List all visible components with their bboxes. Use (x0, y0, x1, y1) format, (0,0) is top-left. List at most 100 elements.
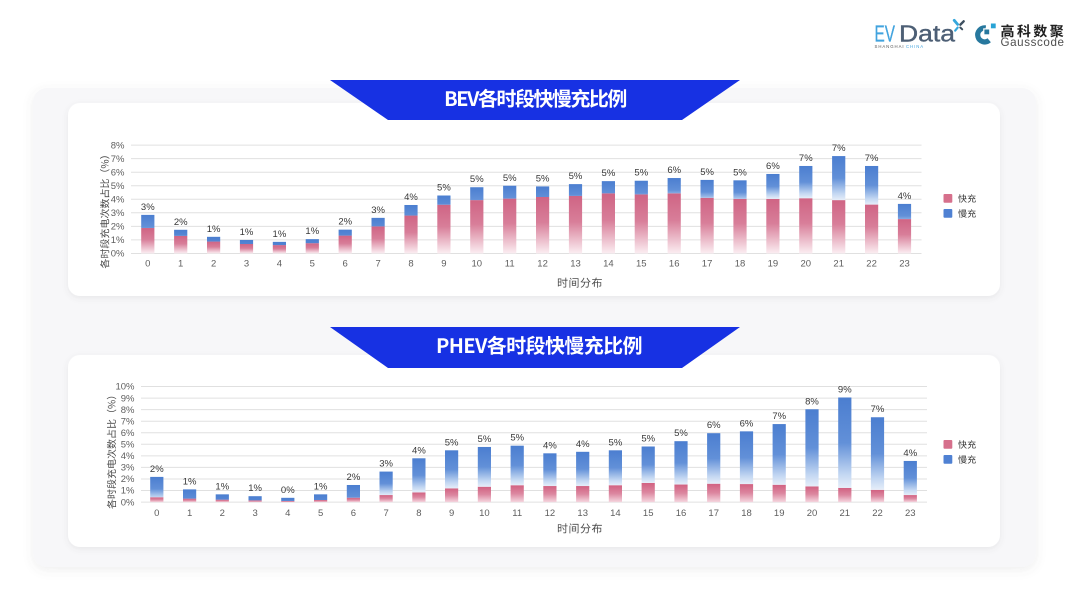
svg-text:6%: 6% (707, 420, 721, 431)
svg-text:3%: 3% (111, 208, 125, 219)
svg-text:1%: 1% (111, 235, 125, 246)
svg-text:7%: 7% (832, 143, 846, 154)
svg-text:5: 5 (310, 259, 315, 270)
svg-text:5%: 5% (445, 437, 459, 448)
svg-text:12: 12 (537, 259, 548, 270)
svg-text:11: 11 (505, 259, 515, 270)
svg-text:4%: 4% (412, 445, 426, 456)
svg-text:21: 21 (840, 508, 851, 519)
svg-text:3%: 3% (121, 463, 135, 474)
svg-text:6%: 6% (766, 161, 780, 172)
svg-text:5%: 5% (641, 434, 655, 445)
svg-text:7: 7 (375, 259, 380, 270)
svg-text:19: 19 (774, 508, 785, 519)
svg-text:8%: 8% (111, 140, 125, 151)
svg-text:1: 1 (178, 259, 183, 270)
svg-text:5%: 5% (569, 171, 583, 182)
svg-text:0: 0 (145, 259, 150, 270)
svg-text:1%: 1% (305, 226, 319, 237)
svg-text:5%: 5% (602, 168, 616, 179)
svg-text:5%: 5% (470, 174, 484, 185)
svg-text:EV: EV (875, 21, 896, 47)
svg-text:7%: 7% (772, 411, 786, 422)
svg-text:13: 13 (570, 259, 581, 270)
svg-text:2%: 2% (174, 217, 188, 228)
svg-text:6%: 6% (740, 418, 754, 429)
svg-text:CHINA: CHINA (906, 44, 924, 49)
svg-text:0: 0 (154, 508, 159, 519)
svg-text:4%: 4% (404, 192, 418, 203)
svg-text:4%: 4% (111, 195, 125, 206)
svg-text:23: 23 (899, 259, 910, 270)
svg-text:19: 19 (768, 259, 779, 270)
svg-text:8%: 8% (805, 396, 819, 407)
svg-text:4%: 4% (903, 448, 917, 459)
svg-text:5%: 5% (111, 181, 125, 192)
svg-text:9%: 9% (121, 393, 135, 404)
svg-text:1%: 1% (240, 227, 254, 238)
svg-text:7%: 7% (865, 153, 879, 164)
svg-text:23: 23 (905, 508, 916, 519)
svg-text:3%: 3% (371, 205, 385, 216)
svg-text:SHANGHAI: SHANGHAI (875, 44, 905, 49)
svg-text:9: 9 (441, 259, 446, 270)
svg-text:21: 21 (833, 259, 844, 270)
svg-text:10: 10 (472, 259, 483, 270)
svg-text:12: 12 (545, 508, 556, 519)
svg-text:3%: 3% (379, 459, 393, 470)
svg-text:1%: 1% (215, 481, 229, 492)
svg-text:4: 4 (277, 259, 282, 270)
svg-text:5%: 5% (733, 167, 747, 178)
svg-text:18: 18 (735, 259, 746, 270)
svg-text:6: 6 (343, 259, 348, 270)
svg-text:5%: 5% (674, 428, 688, 439)
svg-text:22: 22 (866, 259, 877, 270)
svg-text:8: 8 (408, 259, 413, 270)
svg-text:Data: Data (899, 21, 955, 47)
svg-text:15: 15 (643, 508, 654, 519)
svg-text:8: 8 (416, 508, 421, 519)
svg-text:5%: 5% (478, 434, 492, 445)
svg-text:4%: 4% (121, 451, 135, 462)
svg-text:10: 10 (479, 508, 490, 519)
svg-text:5%: 5% (700, 167, 714, 178)
svg-text:17: 17 (708, 508, 719, 519)
svg-text:0%: 0% (121, 497, 135, 508)
svg-text:0%: 0% (281, 485, 295, 496)
svg-text:5%: 5% (609, 437, 623, 448)
svg-text:0%: 0% (111, 249, 125, 260)
svg-text:15: 15 (636, 259, 647, 270)
svg-text:9: 9 (449, 508, 454, 519)
svg-text:11: 11 (512, 508, 522, 519)
svg-text:2: 2 (211, 259, 216, 270)
svg-text:20: 20 (801, 259, 812, 270)
svg-text:14: 14 (603, 259, 614, 270)
svg-text:2%: 2% (111, 222, 125, 233)
svg-text:2: 2 (220, 508, 225, 519)
svg-text:3: 3 (244, 259, 249, 270)
svg-text:7: 7 (383, 508, 388, 519)
svg-text:5%: 5% (503, 173, 517, 184)
svg-text:6%: 6% (121, 428, 135, 439)
svg-text:2%: 2% (150, 464, 164, 475)
svg-text:6%: 6% (111, 167, 125, 178)
svg-text:5%: 5% (437, 183, 451, 194)
svg-text:3%: 3% (141, 202, 155, 213)
svg-text:6%: 6% (667, 165, 681, 176)
svg-text:10%: 10% (115, 382, 135, 393)
svg-text:16: 16 (669, 259, 680, 270)
svg-text:4%: 4% (543, 440, 557, 451)
svg-text:2%: 2% (347, 472, 361, 483)
svg-text:7%: 7% (121, 416, 135, 427)
svg-text:7%: 7% (111, 154, 125, 165)
svg-text:Gausscode: Gausscode (1001, 36, 1065, 49)
svg-text:4%: 4% (898, 191, 912, 202)
svg-text:1%: 1% (248, 483, 262, 494)
svg-text:16: 16 (676, 508, 687, 519)
svg-text:20: 20 (807, 508, 818, 519)
svg-text:5%: 5% (510, 433, 524, 444)
svg-text:6: 6 (351, 508, 356, 519)
svg-text:8%: 8% (121, 405, 135, 416)
svg-text:9%: 9% (838, 385, 852, 396)
svg-text:17: 17 (702, 259, 713, 270)
